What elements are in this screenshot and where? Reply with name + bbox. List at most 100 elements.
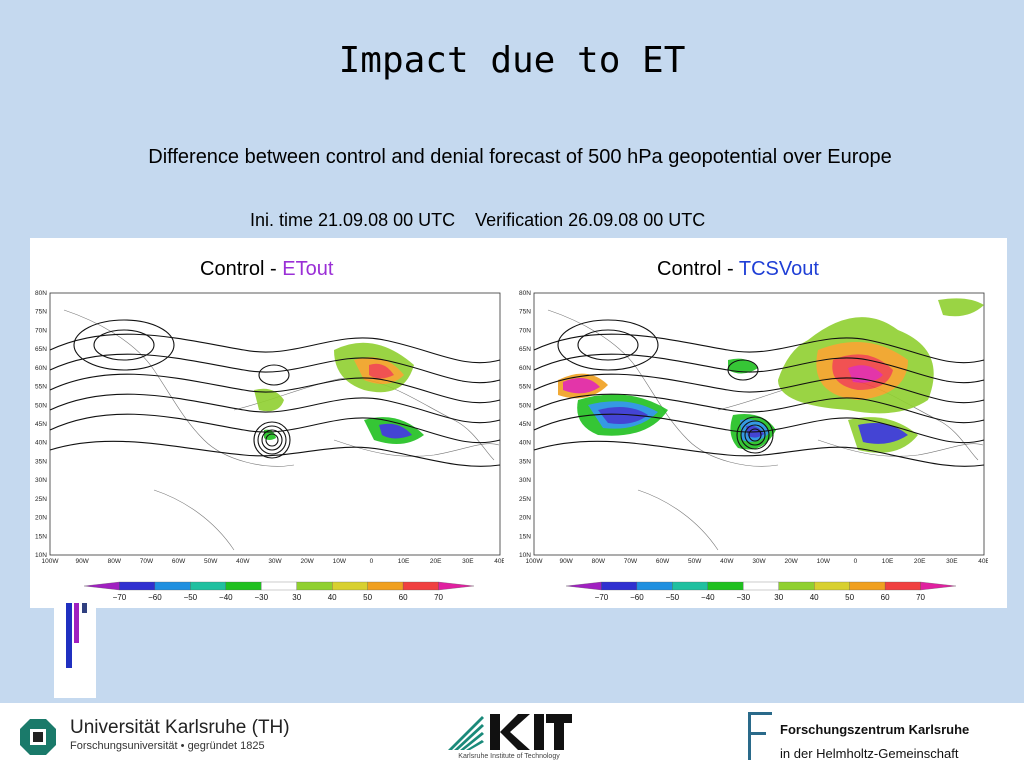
- time-info: Ini. time 21.09.08 00 UTC Verification 2…: [250, 210, 706, 230]
- mini-bar-chart: [54, 603, 96, 698]
- lat-label: 60N: [35, 365, 47, 372]
- colorbar-left: −70 −60 −50 −40 −30 30 40 50 60 70: [83, 581, 475, 602]
- lon-label: 0: [370, 558, 374, 565]
- lon-label: 30W: [752, 558, 766, 565]
- colorbar-label: −40: [219, 593, 233, 602]
- colorbar-label: −30: [736, 593, 750, 602]
- colorbar-swatch: [814, 581, 850, 591]
- colorbar-swatch: [565, 581, 602, 591]
- lon-label: 20W: [784, 558, 798, 565]
- colorbar-label: −50: [184, 593, 198, 602]
- lon-label: 60W: [172, 558, 186, 565]
- fz-subtitle: in der Helmholtz-Gemeinschaft: [780, 746, 959, 761]
- colorbar-right: −70 −60 −50 −40 −30 30 40 50 60 70: [565, 581, 957, 602]
- lon-label: 40W: [720, 558, 734, 565]
- colorbar-swatch: [707, 581, 744, 591]
- lat-label: 70N: [519, 327, 531, 334]
- panel-title-right: Control - TCSVout: [657, 258, 819, 281]
- lat-label: 30N: [519, 477, 531, 484]
- lat-label: 45N: [519, 421, 531, 428]
- colorbar-label: −70: [595, 593, 609, 602]
- map-tcsvout: 80N 75N 70N 65N 60N 55N 50N 45N 40N 35N 30N 25N 20N 1…: [519, 290, 988, 565]
- lat-label: 10N: [519, 552, 531, 559]
- lat-label: 35N: [519, 458, 531, 465]
- lat-label: 25N: [35, 496, 47, 503]
- colorbar-swatch: [884, 581, 921, 591]
- slide-title: Impact due to ET: [338, 40, 686, 81]
- colorbar-swatch: [849, 581, 886, 591]
- lat-label: 65N: [519, 346, 531, 353]
- lon-label: 40E: [978, 558, 988, 565]
- lat-label: 10N: [35, 552, 47, 559]
- map-frame: [49, 292, 501, 556]
- university-subtitle: Forschungsuniversität • gegründet 1825: [70, 740, 265, 752]
- colorbar-swatch: [672, 581, 708, 591]
- colorbar-swatch: [154, 581, 191, 591]
- lon-label: 10W: [817, 558, 831, 565]
- lon-label: 90W: [559, 558, 573, 565]
- colorbar-swatch: [261, 581, 297, 591]
- colorbar-swatch: [296, 581, 333, 591]
- lat-label: 75N: [35, 309, 47, 316]
- lat-label: 50N: [35, 402, 47, 409]
- lon-axis-labels: 100W 90W 80W 70W 60W 50W 40W 30W 20W 10W 0 10E 20E 30…: [42, 558, 504, 565]
- colorbar-swatch: [920, 581, 957, 591]
- lat-axis-labels: 80N 75N 70N 65N 60N 55N 50N 45N 40N 35N 30N 25N 20N 1…: [519, 290, 531, 559]
- colorbar-label: −60: [148, 593, 162, 602]
- lon-label: 70W: [140, 558, 154, 565]
- colorbar-swatch: [83, 581, 120, 591]
- panel-title-prefix: Control -: [657, 258, 739, 280]
- lon-label: 90W: [75, 558, 89, 565]
- lat-label: 20N: [519, 515, 531, 522]
- lon-label: 80W: [592, 558, 606, 565]
- colorbar-swatch: [367, 581, 404, 591]
- fz-name: Forschungszentrum Karlsruhe: [780, 722, 970, 737]
- lat-label: 80N: [519, 290, 531, 297]
- university-logo-icon: [20, 719, 56, 755]
- lon-label: 30W: [268, 558, 282, 565]
- lon-label: 30E: [462, 558, 474, 565]
- colorbar-label: 40: [810, 593, 819, 602]
- lon-label: 40E: [494, 558, 504, 565]
- colorbar-swatch: [332, 581, 368, 591]
- colorbar-swatch: [225, 581, 262, 591]
- lat-label: 15N: [519, 533, 531, 540]
- lat-label: 45N: [35, 421, 47, 428]
- kit-logo-icon: [448, 714, 572, 750]
- panel-title-left: Control - ETout: [200, 258, 333, 281]
- lat-label: 15N: [35, 533, 47, 540]
- colorbar-swatch: [119, 581, 156, 591]
- lat-label: 40N: [35, 440, 47, 447]
- map-etout: 80N 75N 70N 65N 60N 55N 50N 45N 40N 35N 30N 25N 20N 1…: [35, 290, 504, 565]
- colorbar-label: 50: [363, 593, 372, 602]
- lat-label: 20N: [35, 515, 47, 522]
- colorbar-label: −30: [254, 593, 268, 602]
- colorbar-label: 60: [399, 593, 408, 602]
- colorbar-swatch: [778, 581, 815, 591]
- lon-label: 10W: [333, 558, 347, 565]
- mini-bar: [74, 603, 79, 643]
- lat-label: 30N: [35, 477, 47, 484]
- colorbar-label: 30: [292, 593, 301, 602]
- lat-label: 70N: [35, 327, 47, 334]
- lon-label: 60W: [656, 558, 670, 565]
- lon-axis-labels: 100W 90W 80W 70W 60W 50W 40W 30W 20W 10W 0 10E 20E 30…: [526, 558, 988, 565]
- lon-label: 50W: [204, 558, 218, 565]
- mini-bar: [82, 603, 87, 613]
- lon-label: 20W: [300, 558, 314, 565]
- lat-label: 55N: [519, 384, 531, 391]
- colorbar-swatch: [190, 581, 226, 591]
- colorbar-label: 60: [881, 593, 890, 602]
- lon-label: 10E: [882, 558, 894, 565]
- colorbar-swatch: [402, 581, 439, 591]
- colorbar-label: −40: [701, 593, 715, 602]
- lon-label: 80W: [108, 558, 122, 565]
- lat-label: 50N: [519, 402, 531, 409]
- lon-label: 20E: [430, 558, 442, 565]
- kit-caption: Karlsruhe Institute of Technology: [458, 753, 560, 760]
- geopotential-contours: [49, 319, 501, 467]
- colorbar-swatch: [743, 581, 779, 591]
- lat-label: 65N: [35, 346, 47, 353]
- lon-label: 100W: [42, 558, 60, 565]
- colorbar-swatch: [601, 581, 638, 591]
